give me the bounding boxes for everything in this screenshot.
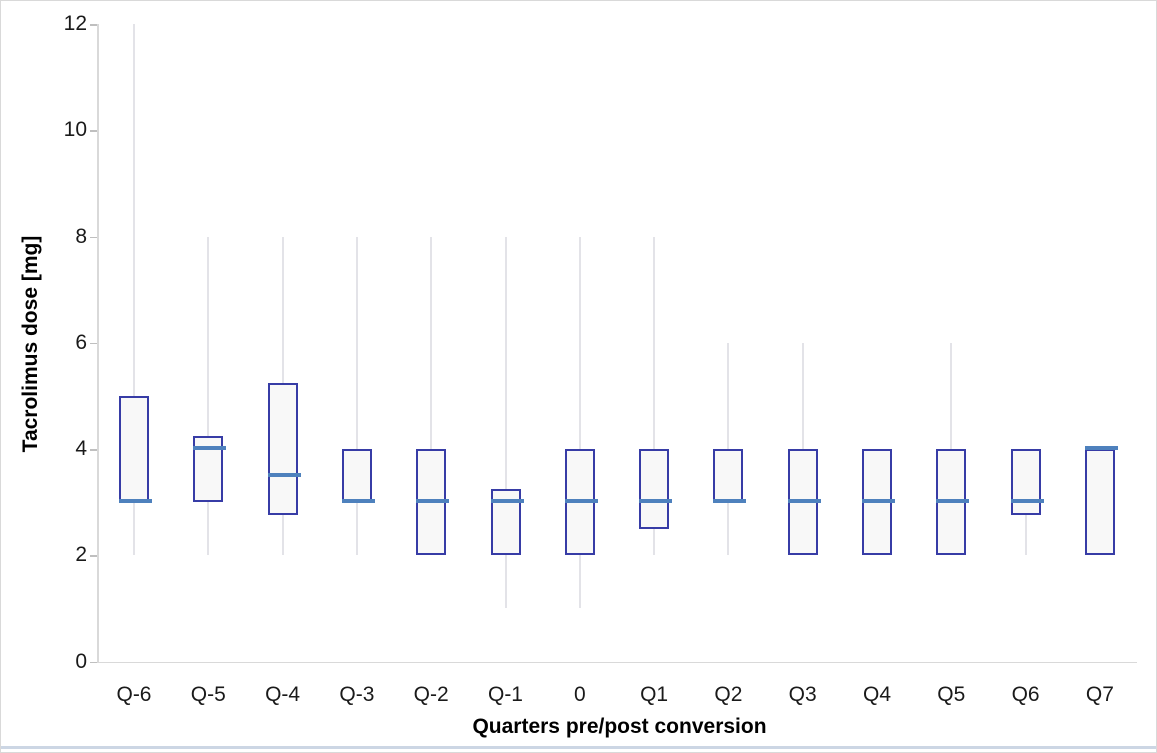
x-tick-label: Q-4 <box>265 683 301 706</box>
x-axis-line <box>97 661 1138 663</box>
x-tick-label: Q3 <box>788 683 817 706</box>
median-Q4 <box>862 499 895 504</box>
median-Q3 <box>787 499 821 504</box>
y-axis-line <box>97 24 99 663</box>
y-tick-label: 8 <box>75 224 87 248</box>
y-axis-tick <box>90 24 97 26</box>
box-Q7 <box>1084 449 1115 556</box>
box-Q1 <box>639 449 670 529</box>
box-Q6 <box>1010 449 1041 516</box>
whisker-Q1 <box>653 236 656 556</box>
box-Q-3 <box>341 449 372 503</box>
y-tick-label: 0 <box>75 649 87 673</box>
y-axis-tick <box>90 130 97 132</box>
y-axis-tick <box>90 342 97 345</box>
median-Q-2 <box>416 499 450 504</box>
whisker-Q-1 <box>504 236 507 609</box>
y-tick-label: 4 <box>75 437 87 460</box>
x-tick-label: Q5 <box>937 683 966 706</box>
x-tick-label: Q7 <box>1085 683 1114 706</box>
x-tick-label: Q-5 <box>190 683 226 706</box>
whisker-Q-5 <box>207 236 210 556</box>
median-Q7 <box>1084 446 1118 451</box>
y-axis-tick <box>90 555 97 557</box>
median-Q2 <box>713 499 747 504</box>
figure-bottom-border <box>1 746 1156 749</box>
y-tick-label: 12 <box>63 12 87 35</box>
x-tick-label: Q-1 <box>487 683 523 706</box>
median-Q6 <box>1010 499 1044 504</box>
box-Q-4 <box>267 382 298 516</box>
x-tick-label: Q2 <box>714 683 743 706</box>
median-Q5 <box>936 499 970 504</box>
y-tick-label: 10 <box>63 118 87 142</box>
median-Q-5 <box>193 446 227 451</box>
x-tick-label: 0 <box>573 683 586 706</box>
median-Q-1 <box>490 499 524 504</box>
x-tick-label: Q1 <box>640 683 669 706</box>
y-tick-label: 2 <box>75 543 87 567</box>
median-Q1 <box>639 499 673 504</box>
x-tick-label: Q-6 <box>116 683 152 706</box>
median-Q-6 <box>119 499 152 504</box>
y-axis-tick <box>90 661 97 663</box>
y-tick-label: 6 <box>75 330 87 354</box>
x-tick-label: Q-3 <box>339 683 375 706</box>
median-Q-3 <box>341 499 375 504</box>
box-Q2 <box>713 449 744 503</box>
y-axis-tick <box>90 236 97 238</box>
whisker-0 <box>578 236 581 609</box>
x-tick-label: Q6 <box>1011 683 1040 706</box>
median-Q-4 <box>267 472 301 477</box>
x-axis-title: Quarters pre/post conversion <box>472 715 767 738</box>
box-Q-6 <box>119 395 149 503</box>
whisker-Q-2 <box>430 236 433 556</box>
whisker-Q-3 <box>355 236 358 556</box>
x-tick-label: Q-2 <box>413 683 449 706</box>
y-axis-tick <box>90 449 97 451</box>
median-0 <box>564 499 598 504</box>
x-tick-label: Q4 <box>862 683 891 706</box>
whisker-Q-6 <box>133 24 135 556</box>
